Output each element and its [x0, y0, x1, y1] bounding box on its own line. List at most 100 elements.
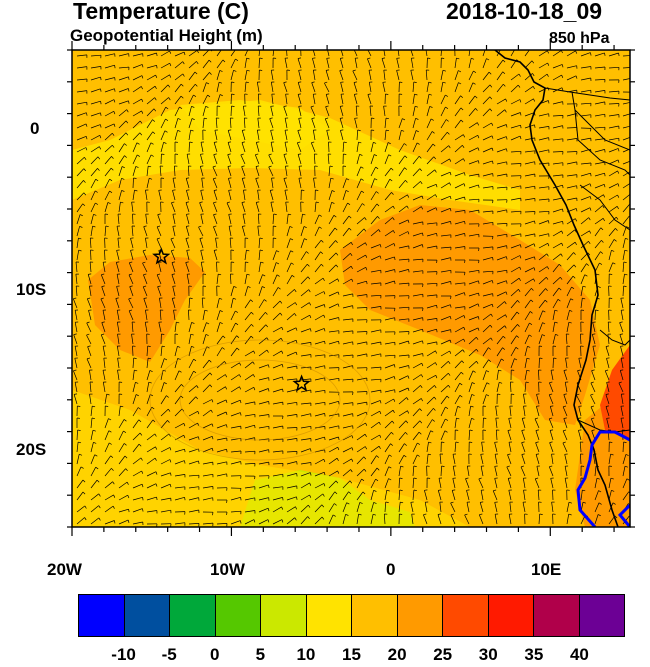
- wind-barb-flag: [547, 50, 550, 54]
- wind-barb-flag: [129, 285, 133, 287]
- wind-barb: [342, 447, 353, 453]
- wind-barb: [132, 166, 137, 177]
- wind-barb-flag: [428, 441, 432, 444]
- wind-barb-flag: [309, 302, 312, 306]
- wind-barb-flag: [333, 215, 337, 218]
- wind-barb: [492, 490, 498, 501]
- wind-barb: [230, 374, 240, 381]
- wind-barb-flag: [615, 228, 618, 231]
- wind-barb: [244, 510, 255, 513]
- wind-barb-flag: [165, 106, 169, 110]
- wind-barb-flag: [213, 153, 217, 155]
- wind-barb-flag: [568, 501, 573, 504]
- wind-barb: [202, 59, 210, 69]
- wind-barb: [76, 180, 84, 189]
- wind-barb-flag: [521, 441, 525, 443]
- wind-barb-flag: [209, 72, 212, 75]
- wind-barb: [340, 94, 344, 105]
- wind-barb-flag: [434, 385, 437, 389]
- wind-barb: [576, 394, 582, 405]
- wind-barb: [566, 502, 570, 513]
- wind-barb-flag: [182, 73, 185, 77]
- wind-barb-flag: [238, 374, 242, 378]
- wind-barb: [594, 52, 605, 57]
- wind-barb-flag: [364, 446, 368, 450]
- wind-barb: [412, 130, 417, 141]
- wind-barb: [90, 156, 99, 165]
- wind-barb: [426, 408, 434, 417]
- wind-barb: [272, 363, 283, 369]
- wind-barb: [300, 438, 311, 441]
- wind-barb: [535, 430, 540, 441]
- wind-barb: [383, 106, 386, 117]
- wind-barb: [521, 430, 526, 441]
- wind-barb-flag: [449, 339, 452, 343]
- wind-barb: [424, 502, 428, 513]
- wind-barb: [534, 478, 540, 489]
- wind-barb: [426, 350, 436, 357]
- wind-barb-flag: [82, 203, 86, 207]
- wind-barb: [146, 496, 157, 501]
- wind-barb-flag: [441, 465, 445, 467]
- wind-barb-flag: [251, 324, 254, 327]
- wind-barb: [216, 399, 227, 405]
- x-tick-label: 20W: [47, 560, 82, 579]
- wind-barb-flag: [339, 69, 343, 71]
- wind-barb: [174, 474, 185, 477]
- wind-barb: [216, 386, 226, 393]
- wind-barb-flag: [529, 311, 533, 314]
- wind-barb-flag: [181, 384, 184, 387]
- wind-barb: [103, 358, 106, 369]
- wind-barb: [314, 251, 321, 261]
- x-tick-label: 10W: [210, 560, 245, 579]
- wind-barb: [622, 204, 630, 213]
- wind-barb: [314, 328, 325, 333]
- wind-barb-flag: [298, 93, 302, 95]
- wind-barb-flag: [603, 194, 606, 198]
- wind-barb-flag: [364, 434, 367, 437]
- wind-barb-flag: [497, 393, 501, 395]
- wind-barb: [146, 166, 149, 177]
- pressure-level: 850 hPa: [549, 30, 610, 47]
- wind-barb: [594, 309, 596, 321]
- wind-barb: [508, 514, 512, 525]
- wind-barb-flag: [154, 97, 157, 101]
- wind-barb: [552, 151, 564, 153]
- wind-barb: [356, 217, 365, 225]
- wind-barb: [298, 178, 302, 189]
- wind-barb-flag: [406, 397, 409, 401]
- wind-barb-flag: [348, 491, 352, 494]
- wind-barb: [188, 396, 197, 405]
- wind-barb: [202, 359, 210, 369]
- wind-barb: [216, 322, 221, 333]
- wind-barb-flag: [502, 59, 506, 63]
- wind-barb: [524, 288, 532, 297]
- wind-barb: [482, 394, 487, 405]
- wind-barb: [244, 386, 254, 393]
- wind-barb: [104, 418, 109, 429]
- wind-barb-flag: [371, 117, 375, 119]
- wind-barb-flag: [235, 58, 239, 61]
- wind-barb-flag: [347, 202, 351, 205]
- wind-barb-flag: [373, 502, 377, 504]
- wind-barb: [86, 334, 92, 345]
- wind-barb: [240, 154, 246, 165]
- wind-barb: [300, 425, 311, 429]
- wind-barb-flag: [87, 345, 91, 347]
- wind-barb-flag: [407, 219, 410, 223]
- wind-barb: [132, 86, 142, 93]
- wind-barb-flag: [519, 266, 522, 270]
- valid-time: 2018-10-18_09: [446, 0, 603, 24]
- wind-barb-flag: [265, 312, 268, 315]
- wind-barb: [244, 81, 247, 93]
- wind-barb: [523, 394, 526, 405]
- wind-barb-flag: [449, 158, 452, 162]
- wind-barb-flag: [406, 205, 409, 209]
- wind-barb: [454, 82, 459, 93]
- wind-barb-flag: [506, 136, 508, 140]
- wind-barb: [314, 291, 325, 297]
- wind-barb: [580, 298, 583, 309]
- colorbar-swatch: [352, 595, 398, 636]
- wind-barb: [118, 88, 129, 93]
- wind-barb-flag: [463, 158, 466, 162]
